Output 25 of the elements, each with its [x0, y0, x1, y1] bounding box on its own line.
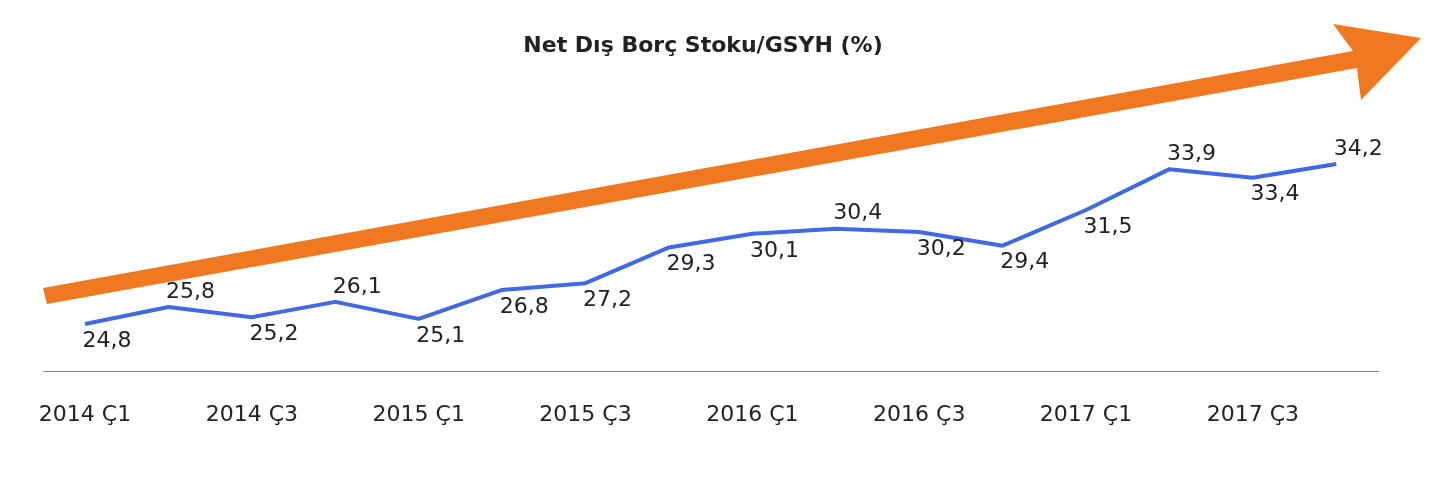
- data-label: 31,5: [1083, 212, 1133, 238]
- x-tick-label: 2017 Ç3: [1206, 400, 1300, 426]
- x-tick-label: 2015 Ç3: [539, 400, 632, 426]
- x-tick-label: 2014 Ç1: [38, 400, 132, 426]
- data-label: 26,8: [499, 292, 549, 318]
- data-label: 33,4: [1250, 180, 1300, 206]
- data-label: 26,1: [332, 272, 382, 298]
- data-label: 30,2: [916, 234, 966, 260]
- x-tick-label: 2016 Ç1: [706, 400, 799, 426]
- data-label: 29,4: [1000, 248, 1050, 274]
- data-label: 25,8: [165, 277, 215, 303]
- data-label: 34,2: [1333, 134, 1383, 160]
- data-label: 30,1: [749, 236, 799, 262]
- data-label: 33,9: [1166, 139, 1216, 165]
- data-label: 29,3: [666, 250, 716, 276]
- data-label: 25,1: [416, 321, 466, 347]
- data-label: 27,2: [583, 285, 633, 311]
- data-label: 25,2: [249, 319, 299, 345]
- x-tick-label: 2014 Ç3: [205, 400, 299, 426]
- x-tick-label: 2017 Ç1: [1039, 400, 1133, 426]
- chart-title: Net Dış Borç Stoku/GSYH (%): [523, 31, 883, 57]
- data-label: 24,8: [82, 326, 132, 352]
- data-label: 30,4: [833, 199, 883, 225]
- x-tick-label: 2015 Ç1: [372, 400, 465, 426]
- x-tick-label: 2016 Ç3: [873, 400, 966, 426]
